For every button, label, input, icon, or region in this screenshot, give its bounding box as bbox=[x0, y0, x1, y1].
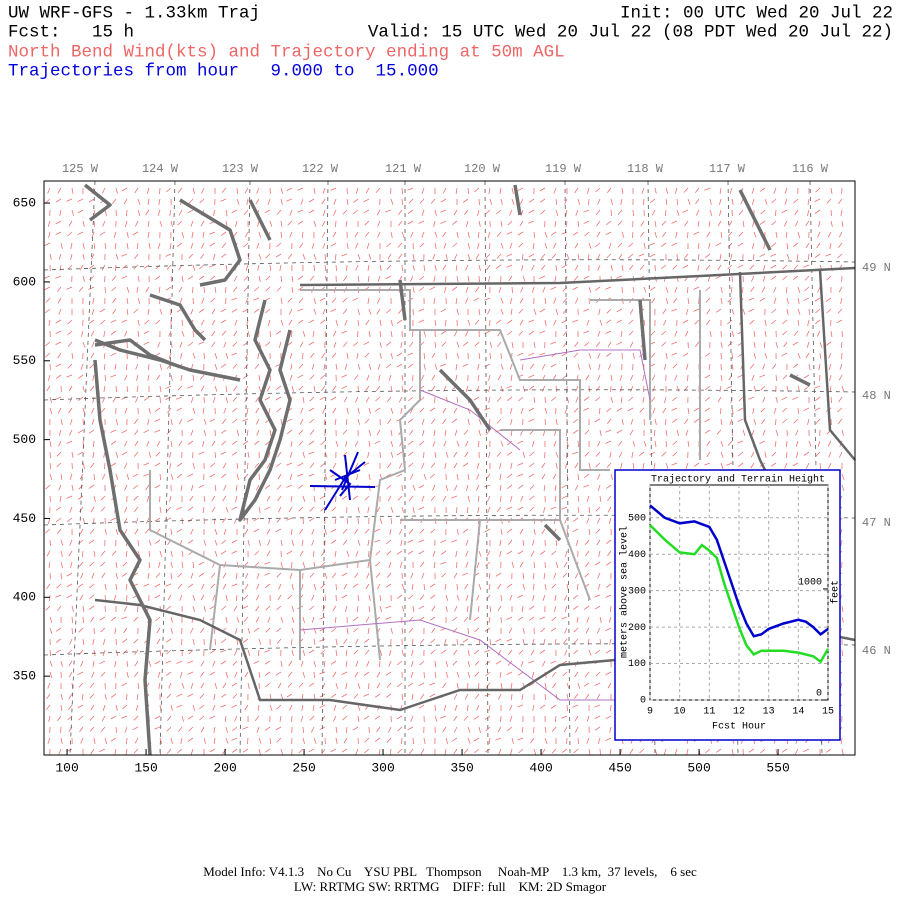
series-line bbox=[649, 504, 829, 638]
longitude-label: 116 W bbox=[792, 162, 829, 176]
county-lines bbox=[149, 289, 701, 661]
x-tick-label: 14 bbox=[792, 707, 804, 718]
y-tick-label: 600 bbox=[13, 274, 36, 289]
y-tick-label: 350 bbox=[13, 669, 36, 684]
y-tick-label: 400 bbox=[628, 550, 646, 561]
y-tick-label: 450 bbox=[13, 511, 36, 526]
series-line bbox=[649, 524, 830, 664]
hours: Trajectories from hour 9.000 to 15.000 bbox=[8, 62, 439, 82]
footer-line: Model Info: V4.1.3 No Cu YSU PBL Thompso… bbox=[203, 864, 697, 879]
latitude-label: 48 N bbox=[862, 389, 891, 403]
latitude-label: 46 N bbox=[862, 644, 891, 658]
x-tick-label: 500 bbox=[687, 760, 710, 775]
longitude-label: 125 W bbox=[62, 162, 99, 176]
y-tick-label: 300 bbox=[628, 586, 646, 597]
y-tick-label: 650 bbox=[13, 196, 36, 211]
river bbox=[299, 349, 651, 701]
subtitle: North Bend Wind(kts) and Trajectory endi… bbox=[8, 43, 565, 63]
y-tick-label: 500 bbox=[13, 432, 36, 447]
x-tick-label: 150 bbox=[134, 760, 157, 775]
trajectories bbox=[309, 451, 376, 511]
y-tick-label: 400 bbox=[13, 590, 36, 605]
x-axis-label: Fcst Hour bbox=[712, 722, 766, 733]
x-tick-label: 100 bbox=[55, 760, 78, 775]
inset: Trajectory and Terrain Height Fcst Hour … bbox=[614, 469, 842, 741]
x-tick-label: 11 bbox=[703, 707, 715, 718]
longitude-label: 120 W bbox=[464, 162, 501, 176]
footer-line: LW: RRTMG SW: RRTMG DIFF: full KM: 2D Sm… bbox=[294, 879, 607, 894]
x-tick-label: 450 bbox=[608, 760, 631, 775]
init: Init: 00 UTC Wed 20 Jul 22 bbox=[620, 4, 893, 24]
y-tick-label: 550 bbox=[13, 353, 36, 368]
inset-title: Trajectory and Terrain Height bbox=[651, 474, 825, 486]
y-tick-label: 500 bbox=[628, 513, 646, 524]
x-tick-label: 9 bbox=[647, 707, 653, 718]
x-tick-label: 13 bbox=[763, 707, 775, 718]
inset-frame bbox=[614, 469, 841, 741]
map-frame bbox=[43, 180, 856, 756]
y-tick-label: 0 bbox=[640, 696, 646, 707]
longitude-label: 119 W bbox=[545, 162, 582, 176]
longitude-label: 123 W bbox=[222, 162, 259, 176]
y2-axis-label: feet bbox=[830, 580, 842, 604]
longitude-label: 121 W bbox=[385, 162, 422, 176]
title: UW WRF-GFS - 1.33km Traj bbox=[8, 4, 260, 24]
y2-tick-label: 1000 bbox=[798, 578, 822, 589]
x-tick-label: 10 bbox=[674, 707, 686, 718]
latitude-label: 49 N bbox=[862, 261, 891, 275]
coastline bbox=[83, 183, 811, 756]
latitude-label: 47 N bbox=[862, 516, 891, 530]
x-tick-label: 550 bbox=[766, 760, 789, 775]
y-tick-label: 200 bbox=[628, 623, 646, 634]
y2-tick-label: 0 bbox=[816, 689, 822, 700]
x-tick-label: 400 bbox=[529, 760, 552, 775]
longitude-label: 124 W bbox=[142, 162, 179, 176]
x-tick-label: 15 bbox=[822, 707, 834, 718]
x-tick-label: 12 bbox=[733, 707, 745, 718]
x-tick-label: 200 bbox=[213, 760, 236, 775]
longitude-label: 122 W bbox=[302, 162, 339, 176]
y-tick-label: 100 bbox=[628, 659, 646, 670]
map: 100 150 200 250 300 350 400 450 500 5503504004505… bbox=[13, 162, 891, 775]
x-tick-label: 300 bbox=[371, 760, 394, 775]
longitude-label: 117 W bbox=[709, 162, 746, 176]
longitude-label: 118 W bbox=[627, 162, 664, 176]
y-axis-label: meters above sea level bbox=[619, 526, 631, 658]
x-tick-label: 250 bbox=[292, 760, 315, 775]
forecast: Fcst: 15 h bbox=[8, 23, 134, 43]
x-tick-label: 350 bbox=[450, 760, 473, 775]
valid: Valid: 15 UTC Wed 20 Jul 22 (08 PDT Wed … bbox=[368, 23, 893, 43]
